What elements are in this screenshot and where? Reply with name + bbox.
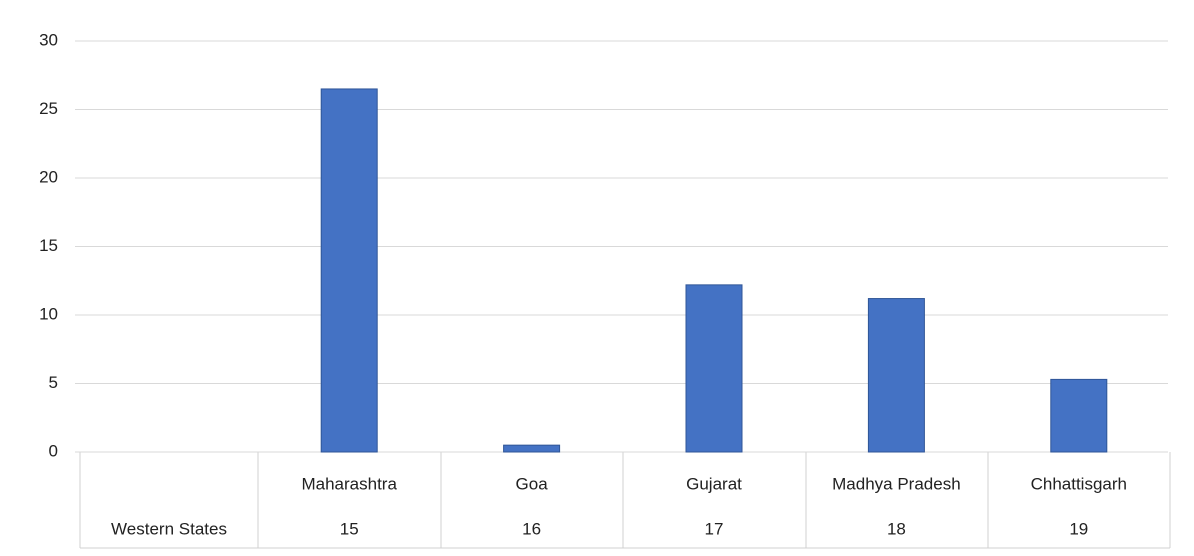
x-tick-label: Gujarat — [686, 474, 742, 493]
x-tick-label: Maharashtra — [301, 474, 397, 493]
x-tick-label: Goa — [516, 474, 549, 493]
category-code: 15 — [340, 519, 359, 538]
category-code: 19 — [1069, 519, 1088, 538]
bar — [685, 284, 743, 453]
category-table — [79, 452, 1171, 549]
x-tick-label: Madhya Pradesh — [832, 474, 961, 493]
bar — [867, 298, 925, 453]
y-tick-label: 30 — [39, 30, 58, 49]
bar — [320, 88, 378, 453]
y-tick-label: 15 — [39, 236, 58, 255]
category-code: 18 — [887, 519, 906, 538]
bar — [503, 444, 561, 453]
group-label: Western States — [111, 519, 227, 538]
y-tick-label: 0 — [49, 441, 58, 460]
bar — [1050, 378, 1108, 453]
category-code: 17 — [705, 519, 724, 538]
y-tick-label: 5 — [49, 373, 58, 392]
x-tick-label: Chhattisgarh — [1031, 474, 1127, 493]
y-tick-label: 10 — [39, 304, 58, 323]
category-code: 16 — [522, 519, 541, 538]
y-tick-label: 20 — [39, 167, 58, 186]
y-tick-label: 25 — [39, 99, 58, 118]
